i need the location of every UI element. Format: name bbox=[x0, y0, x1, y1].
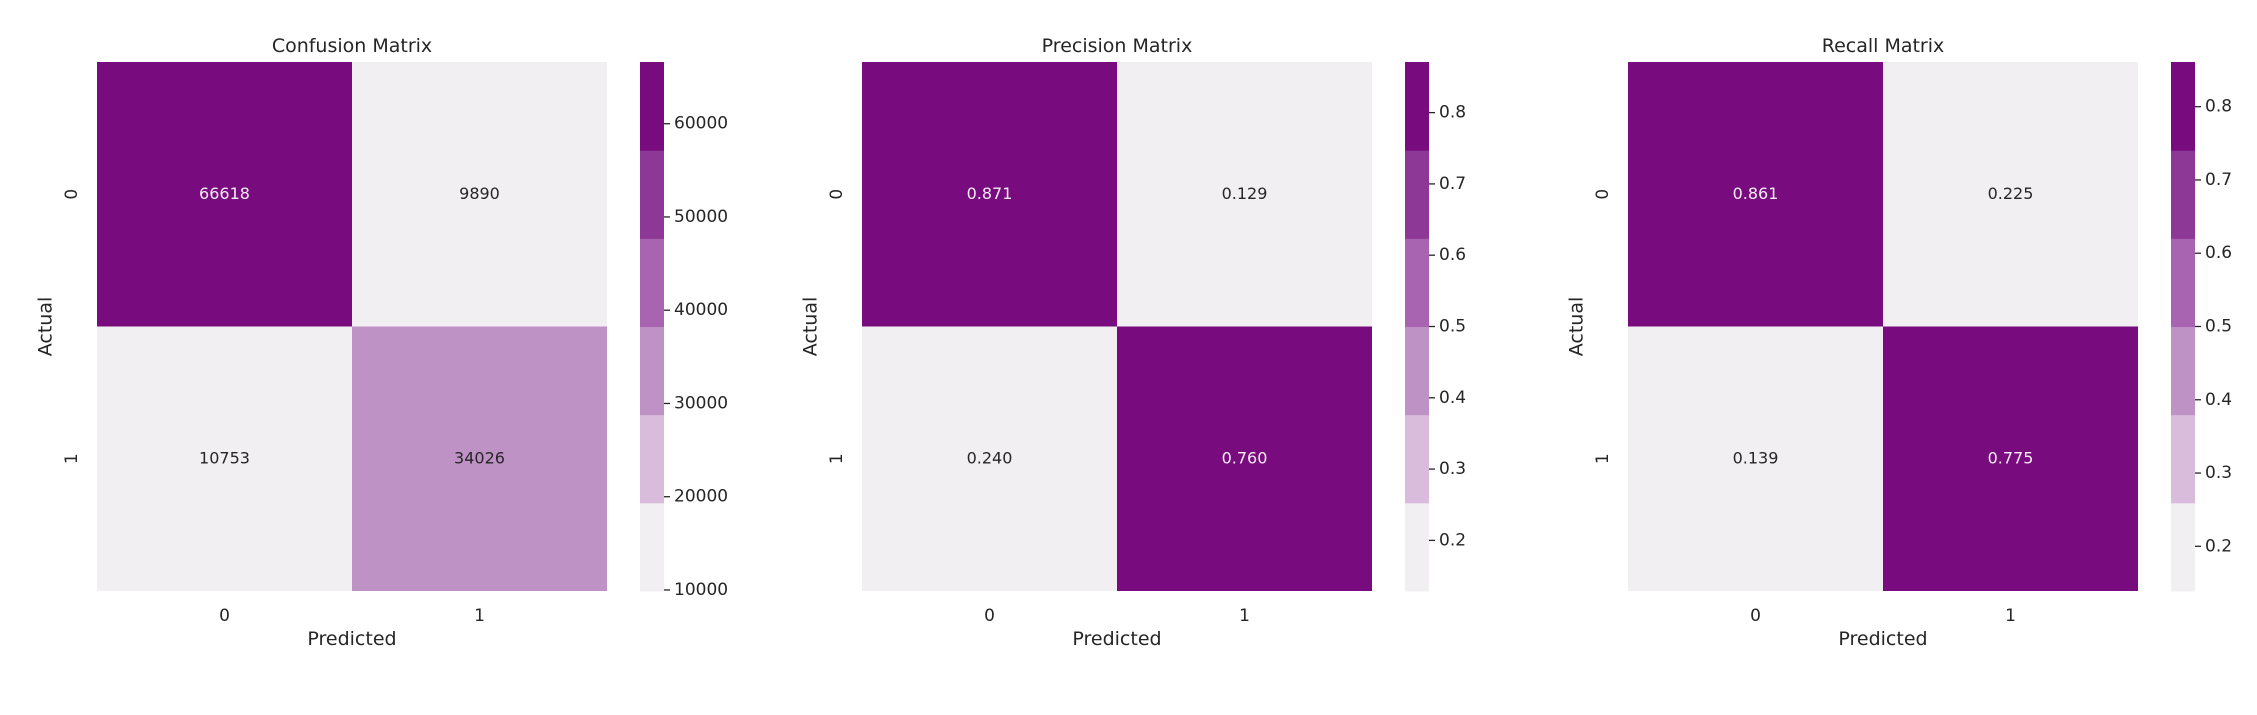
cell-value-label: 0.760 bbox=[1222, 448, 1268, 467]
colorbar-tick-label: 20000 bbox=[674, 487, 728, 507]
chart-title: Confusion Matrix bbox=[272, 35, 432, 57]
y-tick-label: 1 bbox=[1593, 453, 1613, 464]
colorbar-tick-label: 0.3 bbox=[1439, 459, 1466, 479]
colorbar-segment bbox=[2171, 414, 2195, 504]
colorbar-tick-label: 30000 bbox=[674, 393, 728, 413]
colorbar-tick-label: 0.7 bbox=[2205, 170, 2232, 190]
heatmap-panel: 0.861 0.225 0.139 0.775 Recall Matrix 0 1 Predi… bbox=[1566, 35, 2233, 650]
colorbar-tick-label: 0.6 bbox=[2205, 243, 2232, 263]
heatmap-cell bbox=[1883, 326, 2138, 591]
heatmap-cell bbox=[97, 62, 352, 327]
colorbar-segment bbox=[2171, 326, 2195, 416]
y-tick-label: 1 bbox=[827, 453, 847, 464]
colorbar-segment bbox=[640, 238, 664, 327]
x-tick-label: 1 bbox=[2005, 606, 2016, 626]
colorbar-segment bbox=[2171, 150, 2195, 239]
y-tick-label: 0 bbox=[827, 189, 847, 200]
y-tick-label: 1 bbox=[62, 453, 82, 464]
colorbar-segment bbox=[640, 414, 664, 504]
cell-value-label: 0.225 bbox=[1988, 184, 2034, 203]
colorbar-tick-label: 40000 bbox=[674, 300, 728, 320]
colorbar-segment bbox=[2171, 238, 2195, 327]
colorbar-tick-label: 10000 bbox=[674, 580, 728, 600]
colorbar-tick-label: 0.3 bbox=[2205, 463, 2232, 483]
x-tick-label: 0 bbox=[984, 606, 995, 626]
colorbar-tick-label: 0.7 bbox=[1439, 174, 1466, 194]
colorbar-tick-label: 50000 bbox=[674, 207, 728, 227]
heatmap-panel: 66618 9890 10753 34026 Confusion Matrix 0 1 Pre… bbox=[35, 35, 729, 650]
colorbar: 10000 20000 30000 40000 50000 60000 bbox=[640, 62, 728, 600]
colorbar-tick-label: 0.4 bbox=[2205, 390, 2232, 410]
cell-value-label: 0.129 bbox=[1222, 184, 1268, 203]
colorbar-tick-label: 0.4 bbox=[1439, 388, 1466, 408]
colorbar-segment bbox=[640, 62, 664, 151]
heatmap-cell bbox=[1117, 326, 1372, 591]
heatmap-cell bbox=[1117, 62, 1372, 327]
heatmap-cell bbox=[352, 62, 607, 327]
colorbar-tick-label: 0.5 bbox=[2205, 317, 2232, 337]
colorbar-tick-label: 0.2 bbox=[1439, 530, 1466, 550]
colorbar-segment bbox=[1405, 62, 1429, 151]
chart-title: Precision Matrix bbox=[1042, 35, 1193, 57]
x-tick-label: 0 bbox=[1750, 606, 1761, 626]
cell-value-label: 66618 bbox=[199, 184, 250, 203]
y-tick-label: 0 bbox=[1593, 189, 1613, 200]
heatmap-panel: 0.871 0.129 0.240 0.760 Precision Matrix 0 1 Pr… bbox=[800, 35, 1467, 650]
cell-value-label: 0.775 bbox=[1988, 448, 2034, 467]
colorbar-segment bbox=[640, 150, 664, 239]
heatmap-cell bbox=[352, 326, 607, 591]
colorbar-tick-label: 0.5 bbox=[1439, 317, 1466, 337]
x-tick-label: 0 bbox=[219, 606, 230, 626]
heatmap-cell bbox=[97, 326, 352, 591]
cell-value-label: 34026 bbox=[454, 448, 505, 467]
y-axis-label: Actual bbox=[1566, 297, 1588, 357]
colorbar-tick-label: 0.8 bbox=[1439, 103, 1466, 123]
x-axis-label: Predicted bbox=[307, 628, 396, 650]
colorbar: 0.2 0.3 0.4 0.5 0.6 0.7 0.8 bbox=[1405, 62, 1466, 592]
colorbar-segment bbox=[2171, 502, 2195, 592]
heatmap-cell bbox=[862, 326, 1117, 591]
x-axis-label: Predicted bbox=[1072, 628, 1161, 650]
colorbar-tick-label: 60000 bbox=[674, 114, 728, 134]
colorbar-segment bbox=[1405, 414, 1429, 504]
x-axis-label: Predicted bbox=[1838, 628, 1927, 650]
cell-value-label: 0.871 bbox=[967, 184, 1013, 203]
colorbar-tick-label: 0.6 bbox=[1439, 245, 1466, 265]
y-tick-label: 0 bbox=[62, 189, 82, 200]
colorbar: 0.2 0.3 0.4 0.5 0.6 0.7 0.8 bbox=[2171, 62, 2232, 592]
colorbar-segment bbox=[640, 502, 664, 592]
colorbar-tick-label: 0.2 bbox=[2205, 536, 2232, 556]
cell-value-label: 10753 bbox=[199, 448, 250, 467]
y-axis-label: Actual bbox=[800, 297, 822, 357]
colorbar-segment bbox=[1405, 238, 1429, 327]
colorbar-segment bbox=[1405, 150, 1429, 239]
cell-value-label: 0.861 bbox=[1733, 184, 1779, 203]
heatmap-cell bbox=[862, 62, 1117, 327]
chart-title: Recall Matrix bbox=[1822, 35, 1945, 57]
x-tick-label: 1 bbox=[474, 606, 485, 626]
heatmap-cell bbox=[1628, 326, 1883, 591]
cell-value-label: 0.139 bbox=[1733, 448, 1779, 467]
heatmap-cell bbox=[1628, 62, 1883, 327]
colorbar-segment bbox=[1405, 326, 1429, 416]
cell-value-label: 0.240 bbox=[967, 448, 1013, 467]
colorbar-segment bbox=[2171, 62, 2195, 151]
colorbar-segment bbox=[1405, 502, 1429, 592]
cell-value-label: 9890 bbox=[459, 184, 500, 203]
y-axis-label: Actual bbox=[35, 297, 57, 357]
colorbar-segment bbox=[640, 326, 664, 416]
heatmap-cell bbox=[1883, 62, 2138, 327]
x-tick-label: 1 bbox=[1239, 606, 1250, 626]
colorbar-tick-label: 0.8 bbox=[2205, 97, 2232, 117]
